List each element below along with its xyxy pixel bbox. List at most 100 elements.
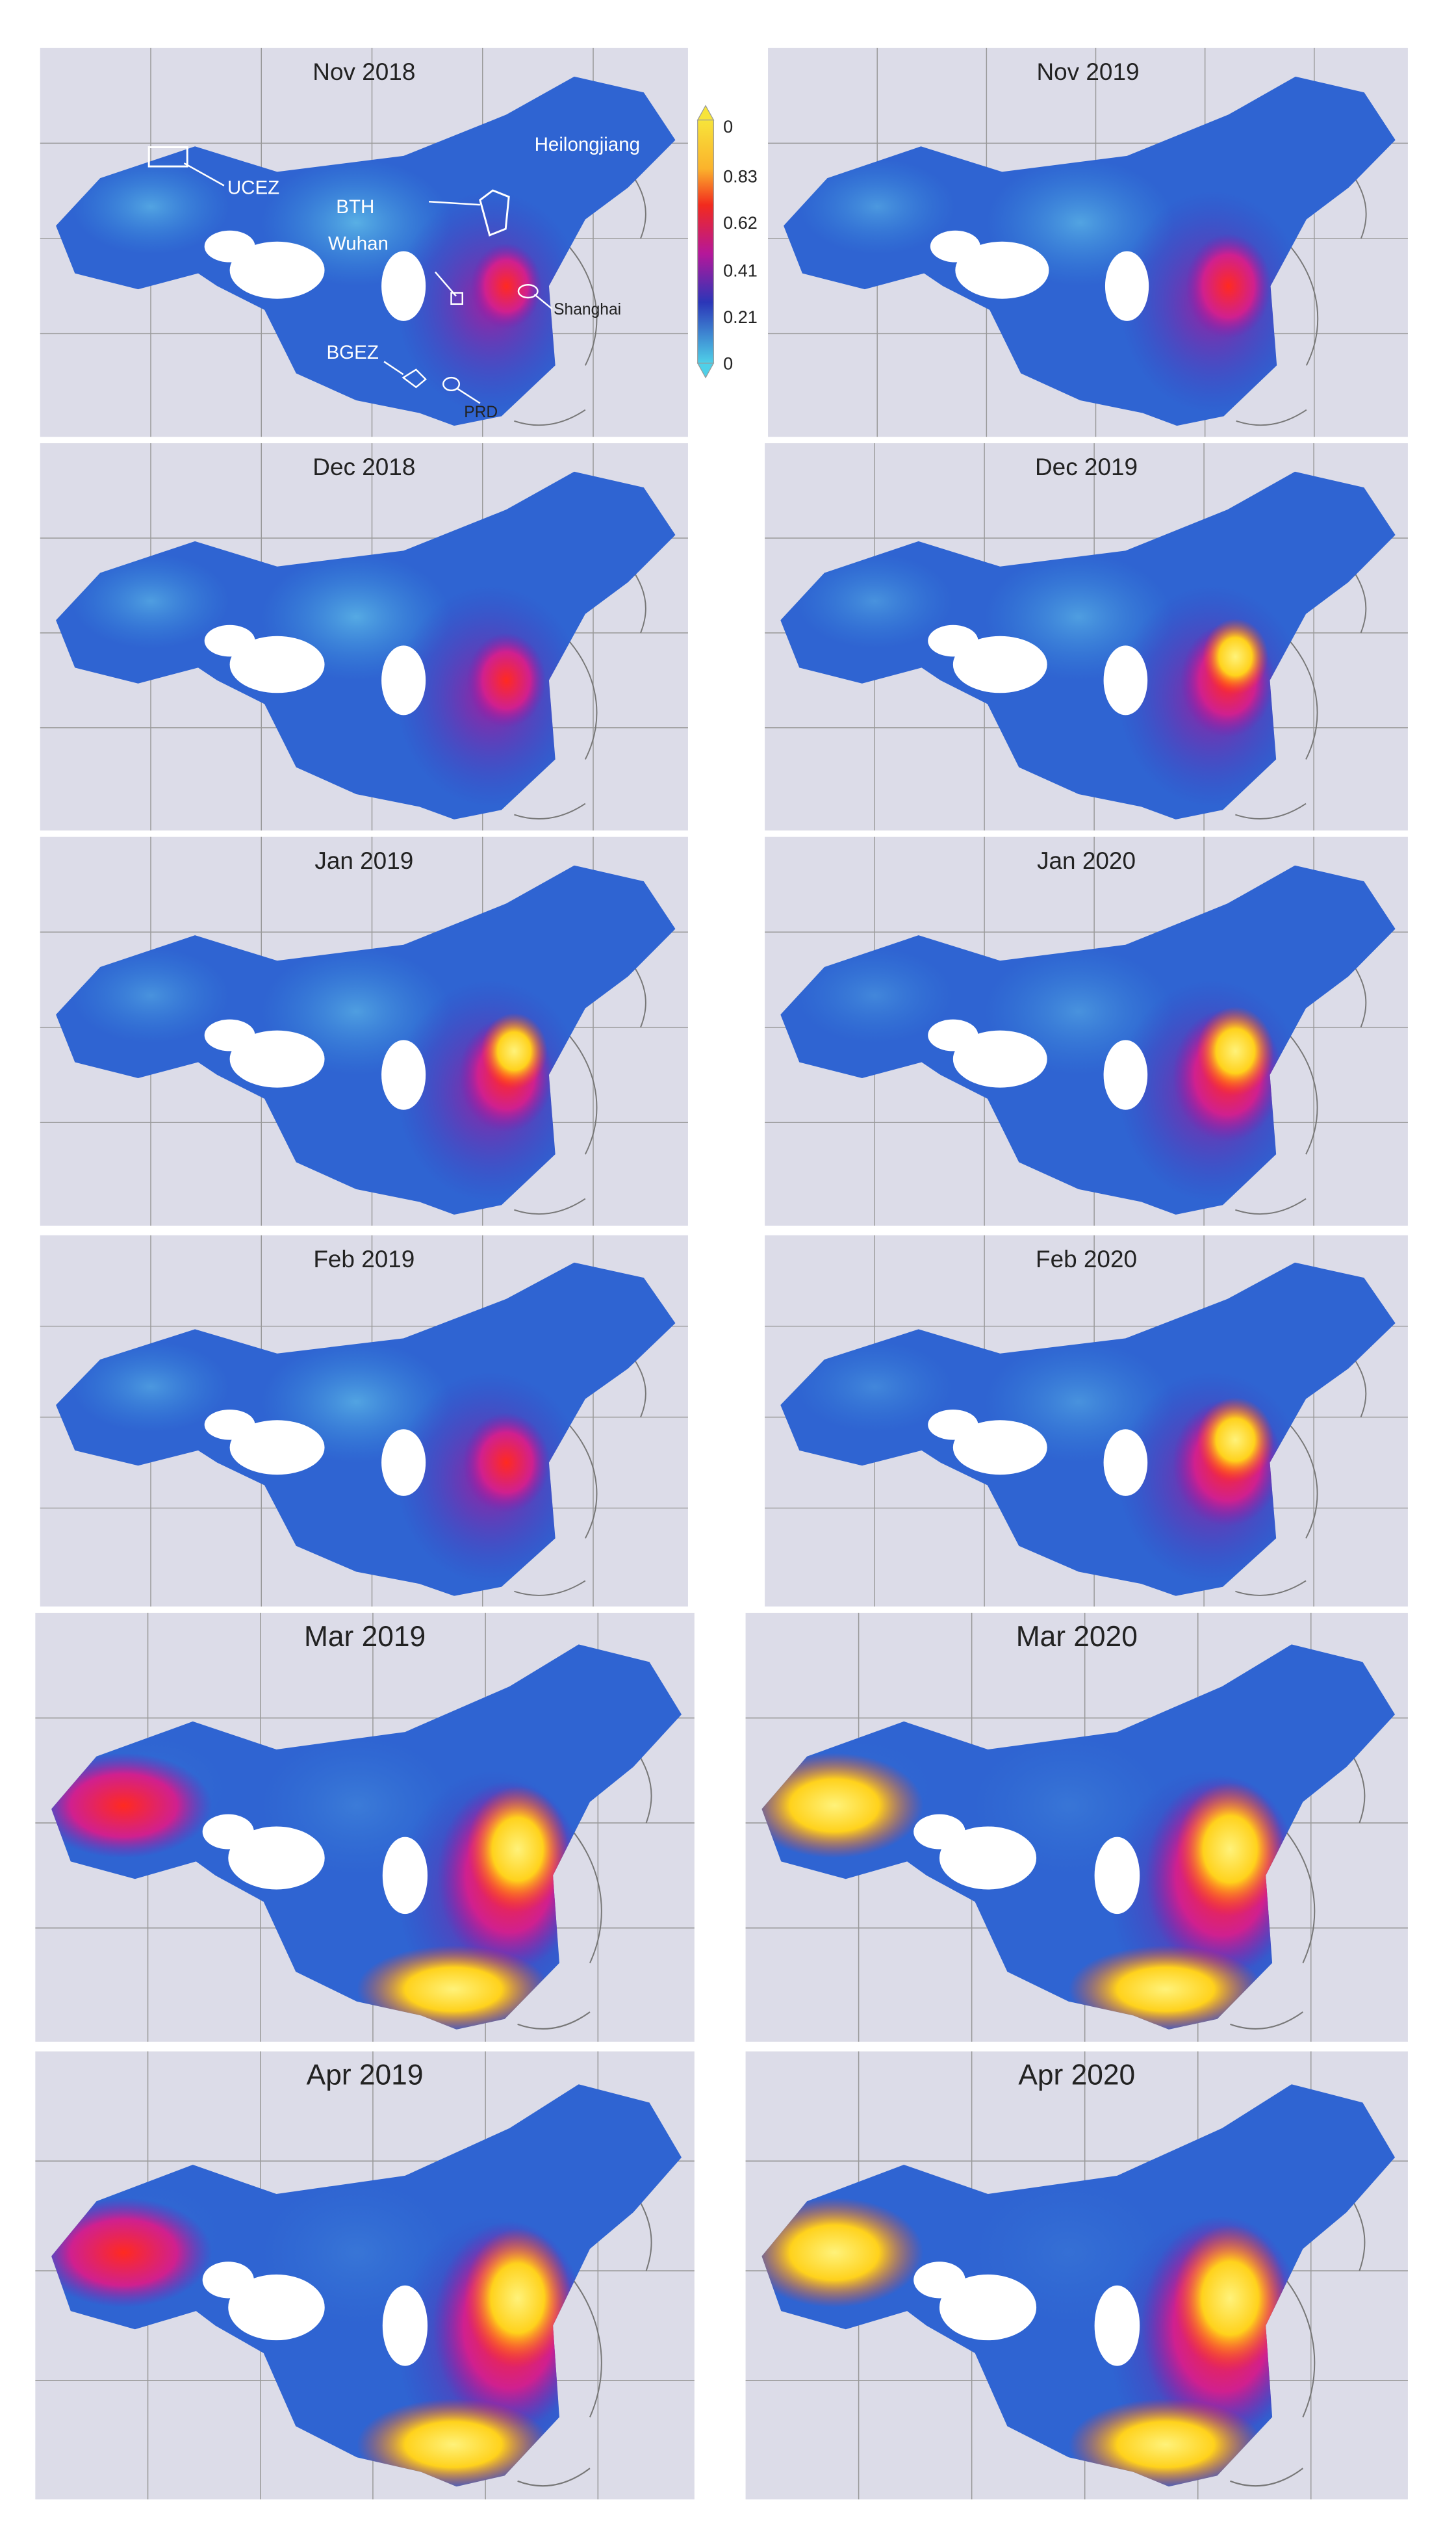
data-gap: [381, 251, 426, 321]
panel-title: Nov 2019: [1036, 58, 1139, 85]
data-gap: [930, 230, 980, 263]
annotation-arrow: [434, 271, 457, 297]
data-gap: [381, 1040, 426, 1110]
data-gap: [229, 241, 325, 299]
field-patch: [1197, 1397, 1274, 1482]
data-gap: [228, 1826, 325, 1890]
map-panel: Apr 2019: [35, 2051, 695, 2499]
data-gap: [229, 1030, 325, 1088]
field-patch: [71, 1341, 230, 1432]
data-gap: [1094, 1837, 1140, 1915]
panel-title: Dec 2019: [1035, 454, 1138, 480]
data-gap: [913, 1814, 965, 1850]
data-gap: [928, 1409, 978, 1440]
colorbar: 0 0.83 0.62 0.41 0.21 0: [696, 105, 758, 379]
data-gap: [229, 1420, 325, 1475]
field-patch: [71, 159, 230, 255]
map-body: [35, 2051, 695, 2499]
field-patch: [1173, 2225, 1287, 2372]
data-gap: [928, 1019, 978, 1051]
region-label: BTH: [336, 196, 374, 218]
map-panel: Feb 2019: [40, 1235, 688, 1607]
field-patch: [464, 2228, 571, 2368]
annotation-arrow: [383, 361, 404, 376]
map-panel: Mar 2019: [35, 1612, 695, 2042]
data-gap: [204, 230, 255, 263]
panel-title: Apr 2019: [307, 2059, 424, 2091]
colorbar-tick-label: 0: [723, 116, 733, 136]
data-gap: [1094, 2285, 1140, 2366]
data-gap: [204, 1019, 255, 1051]
data-gap: [952, 1420, 1047, 1475]
data-gap: [228, 2274, 325, 2341]
field-patch: [51, 1753, 212, 1858]
data-gap: [952, 636, 1047, 693]
field-patch: [1185, 233, 1271, 339]
map-panel: Feb 2020: [765, 1235, 1408, 1607]
field-patch: [463, 1412, 550, 1513]
region-label: PRD: [464, 404, 498, 421]
data-gap: [229, 636, 325, 693]
field-patch: [1202, 618, 1269, 695]
data-gap: [382, 2285, 428, 2366]
panel-title: Mar 2020: [1016, 1621, 1138, 1653]
region-outline: [442, 376, 461, 392]
field-patch: [470, 243, 542, 329]
field-patch: [796, 1341, 953, 1432]
panel-title: Apr 2020: [1018, 2059, 1135, 2091]
panel-title: Mar 2019: [304, 1621, 426, 1653]
region-label: UCEZ: [227, 177, 279, 198]
colorbar-tick-label: 0.62: [723, 213, 758, 233]
map-panel: Dec 2018: [40, 443, 688, 831]
data-gap: [204, 1409, 255, 1440]
map-panel: Dec 2019: [765, 443, 1408, 831]
annotation-arrow: [457, 388, 481, 404]
map-body: [40, 443, 688, 831]
map-body: [745, 1612, 1408, 2042]
map-panel: Nov 2019: [768, 47, 1408, 437]
panel-title: Nov 2018: [313, 58, 415, 85]
data-gap: [1103, 1429, 1148, 1496]
data-gap: [955, 241, 1049, 299]
field-patch: [466, 1786, 568, 1913]
data-gap: [381, 1429, 426, 1496]
map-body: [765, 443, 1408, 831]
data-gap: [928, 625, 978, 657]
colorbar-tick-label: 0.21: [723, 307, 758, 327]
field-patch: [799, 159, 956, 255]
region-outline: [402, 368, 427, 389]
data-gap: [202, 1814, 254, 1850]
panel-title: Jan 2020: [1037, 847, 1136, 874]
map-body: [35, 1612, 695, 2042]
data-gap: [1105, 251, 1149, 321]
field-patch: [1068, 2399, 1263, 2487]
region-label: BGEZ: [326, 342, 378, 363]
map-panel: Mar 2020: [745, 1612, 1408, 2042]
field-patch: [481, 1013, 548, 1090]
data-gap: [913, 2262, 965, 2299]
region-outline: [479, 189, 510, 237]
field-patch: [357, 1945, 550, 2030]
field-patch: [466, 632, 546, 728]
field-patch: [796, 554, 953, 649]
region-label: Shanghai: [554, 301, 621, 318]
data-gap: [204, 625, 255, 657]
panel-title: Feb 2019: [313, 1246, 415, 1272]
data-gap: [952, 1030, 1047, 1088]
colorbar-tick-label: 0.83: [723, 166, 758, 186]
data-gap: [939, 2274, 1037, 2341]
annotation-arrow: [533, 294, 553, 310]
field-patch: [1197, 1007, 1274, 1096]
map-panel: Jan 2019: [40, 836, 688, 1226]
field-patch: [761, 1753, 924, 1858]
colorbar-tick-label: 0: [723, 354, 733, 374]
data-gap: [202, 2262, 254, 2299]
colorbar-bar: [697, 120, 714, 364]
region-outline: [147, 146, 188, 168]
field-patch: [796, 948, 953, 1044]
field-patch: [1068, 1945, 1263, 2030]
colorbar-arrow: [696, 105, 715, 121]
map-panel: Jan 2020: [765, 836, 1408, 1226]
